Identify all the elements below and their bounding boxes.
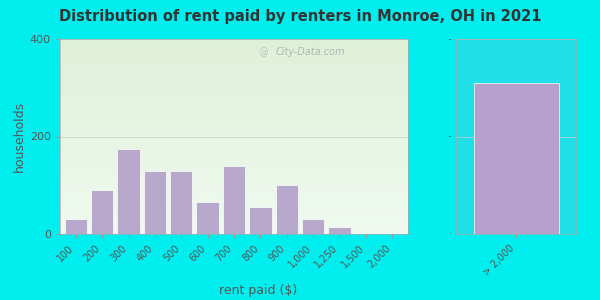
Bar [328, 227, 350, 234]
Bar [275, 185, 298, 234]
Text: @: @ [259, 47, 268, 57]
Bar [196, 202, 219, 234]
Bar [170, 171, 193, 234]
Bar [302, 219, 324, 234]
Bar [118, 149, 140, 234]
Bar [65, 219, 87, 234]
Text: Distribution of rent paid by renters in Monroe, OH in 2021: Distribution of rent paid by renters in … [59, 9, 541, 24]
Bar [249, 207, 272, 234]
Bar [144, 171, 166, 234]
Bar [91, 190, 113, 234]
Text: rent paid ($): rent paid ($) [219, 284, 297, 297]
Bar [473, 83, 559, 234]
Text: City-Data.com: City-Data.com [276, 47, 346, 57]
Y-axis label: households: households [13, 101, 26, 172]
Bar [223, 166, 245, 234]
